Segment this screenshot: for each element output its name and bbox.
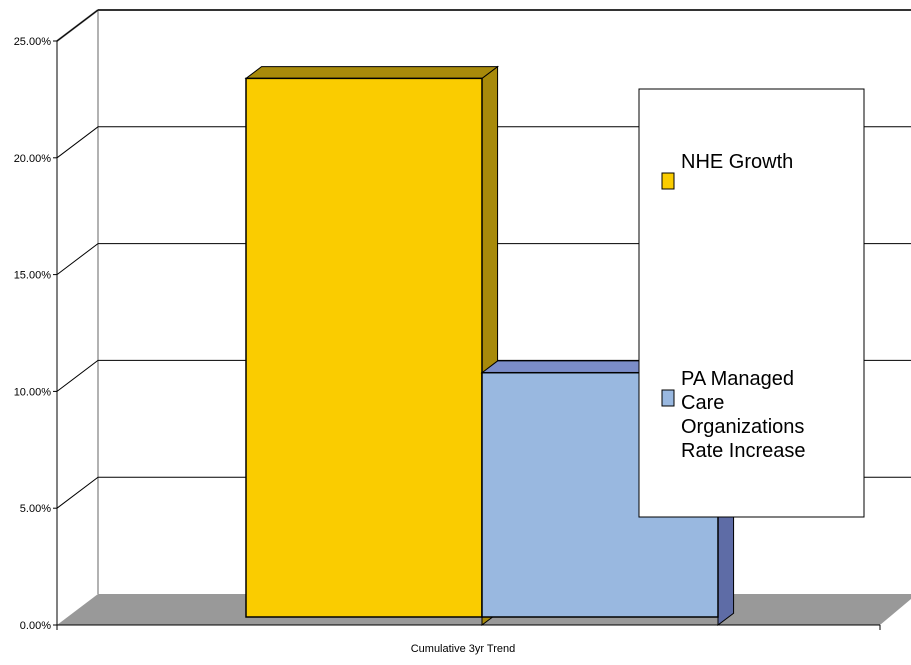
x-axis: Cumulative 3yr Trend [56,624,881,655]
y-axis: 0.00% 5.00% 10.00% 15.00% 20.00% 25.00% [14,36,58,632]
legend-entry: NHE Growth [661,151,793,190]
y-tick-label: 20.00% [14,153,52,165]
x-tick-label: Cumulative 3yr Trend [411,643,516,655]
legend-box [638,88,865,518]
legend-label: PA Managed Care Organizations Rate Increase [681,368,806,462]
y-tick-label: 25.00% [14,36,52,48]
gridline [56,9,911,42]
bar-front-face [245,77,483,618]
bar-top-face [244,66,500,79]
legend-entry: PA Managed Care Organizations Rate Increase [661,368,806,462]
legend-swatch [661,389,675,407]
y-tick-label: 15.00% [14,270,52,282]
y-tick-label: 5.00% [20,503,51,515]
y-tick-label: 0.00% [20,620,51,632]
legend-label: NHE Growth [681,151,793,173]
legend: NHE Growth PA Managed Care Organizations Rat… [638,88,865,518]
bars [244,65,736,627]
bar-1 [244,65,500,627]
legend-swatch [661,172,675,190]
y-tick-label: 10.00% [14,386,52,398]
